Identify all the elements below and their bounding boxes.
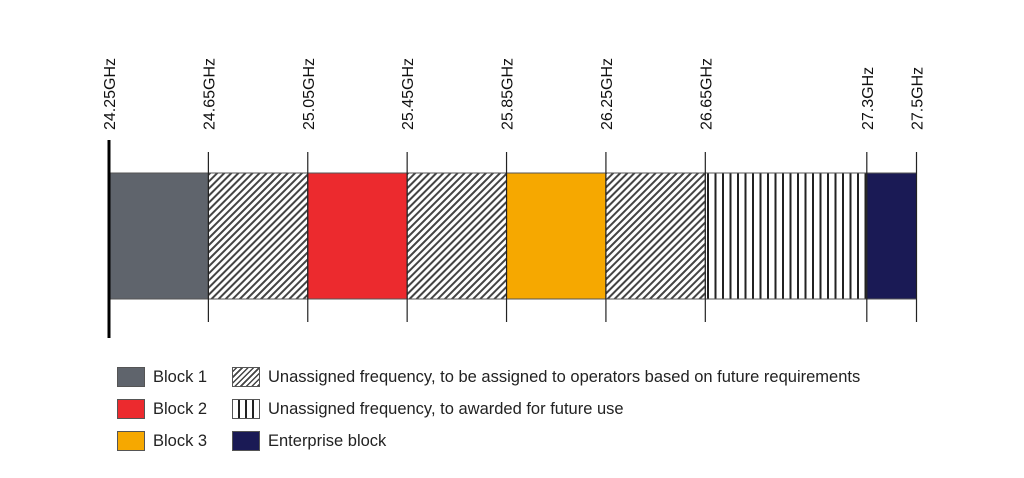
segment-unassigned-future-requirements (207, 172, 309, 300)
legend-label: Block 1 (153, 367, 208, 386)
legend-label: Block 2 (153, 399, 208, 418)
frequency-label: 24.25GHz (102, 58, 119, 130)
legend-item-block-2: Block 2 (117, 398, 207, 420)
legend-item-unassigned-future-requirements: Unassigned frequency, to be assigned to … (232, 366, 860, 388)
legend-swatch-enterprise (232, 431, 260, 451)
legend-item-unassigned-future-use: Unassigned frequency, to awarded for fut… (232, 398, 624, 420)
frequency-label: 25.45GHz (400, 58, 417, 130)
frequency-label: 27.5GHz (910, 67, 927, 130)
frequency-label: 26.65GHz (698, 58, 715, 130)
legend-item-enterprise: Enterprise block (232, 430, 386, 452)
legend-label: Enterprise block (268, 431, 387, 450)
frequency-label: 24.65GHz (201, 58, 218, 130)
legend-label: Unassigned frequency, to awarded for fut… (268, 399, 624, 418)
segment-unassigned-future-requirements (406, 172, 508, 300)
ticks (107, 140, 918, 338)
segment-block1 (108, 172, 209, 300)
frequency-labels: 24.25GHz 24.65GHz 25.05GHz 25.45GHz 25.85GHz… (102, 58, 927, 130)
frequency-band-diagram: 24.25GHz 24.65GHz 25.05GHz 25.45GHz 25.85GHz… (102, 58, 927, 338)
legend-label: Unassigned frequency, to be assigned to … (268, 367, 861, 386)
segment-enterprise (866, 172, 917, 300)
legend-swatch-block-1 (117, 367, 145, 387)
segment-block2 (307, 172, 408, 300)
legend-swatch-vertical-stripes (232, 399, 260, 419)
segments (108, 172, 917, 300)
frequency-label: 27.3GHz (860, 67, 877, 130)
segment-unassigned-future-use (704, 172, 868, 300)
legend-item-block-3: Block 3 (117, 430, 207, 452)
frequency-label: 25.05GHz (301, 58, 318, 130)
legend-swatch-block-2 (117, 399, 145, 419)
frequency-label: 26.25GHz (599, 58, 616, 130)
legend-label: Block 3 (153, 431, 208, 450)
segment-block3 (506, 172, 607, 300)
frequency-label: 25.85GHz (500, 58, 517, 130)
legend-swatch-block-3 (117, 431, 145, 451)
legend-swatch-diagonal-hatch (232, 367, 260, 387)
legend-item-block-1: Block 1 (117, 366, 207, 388)
segment-unassigned-future-requirements (605, 172, 706, 300)
